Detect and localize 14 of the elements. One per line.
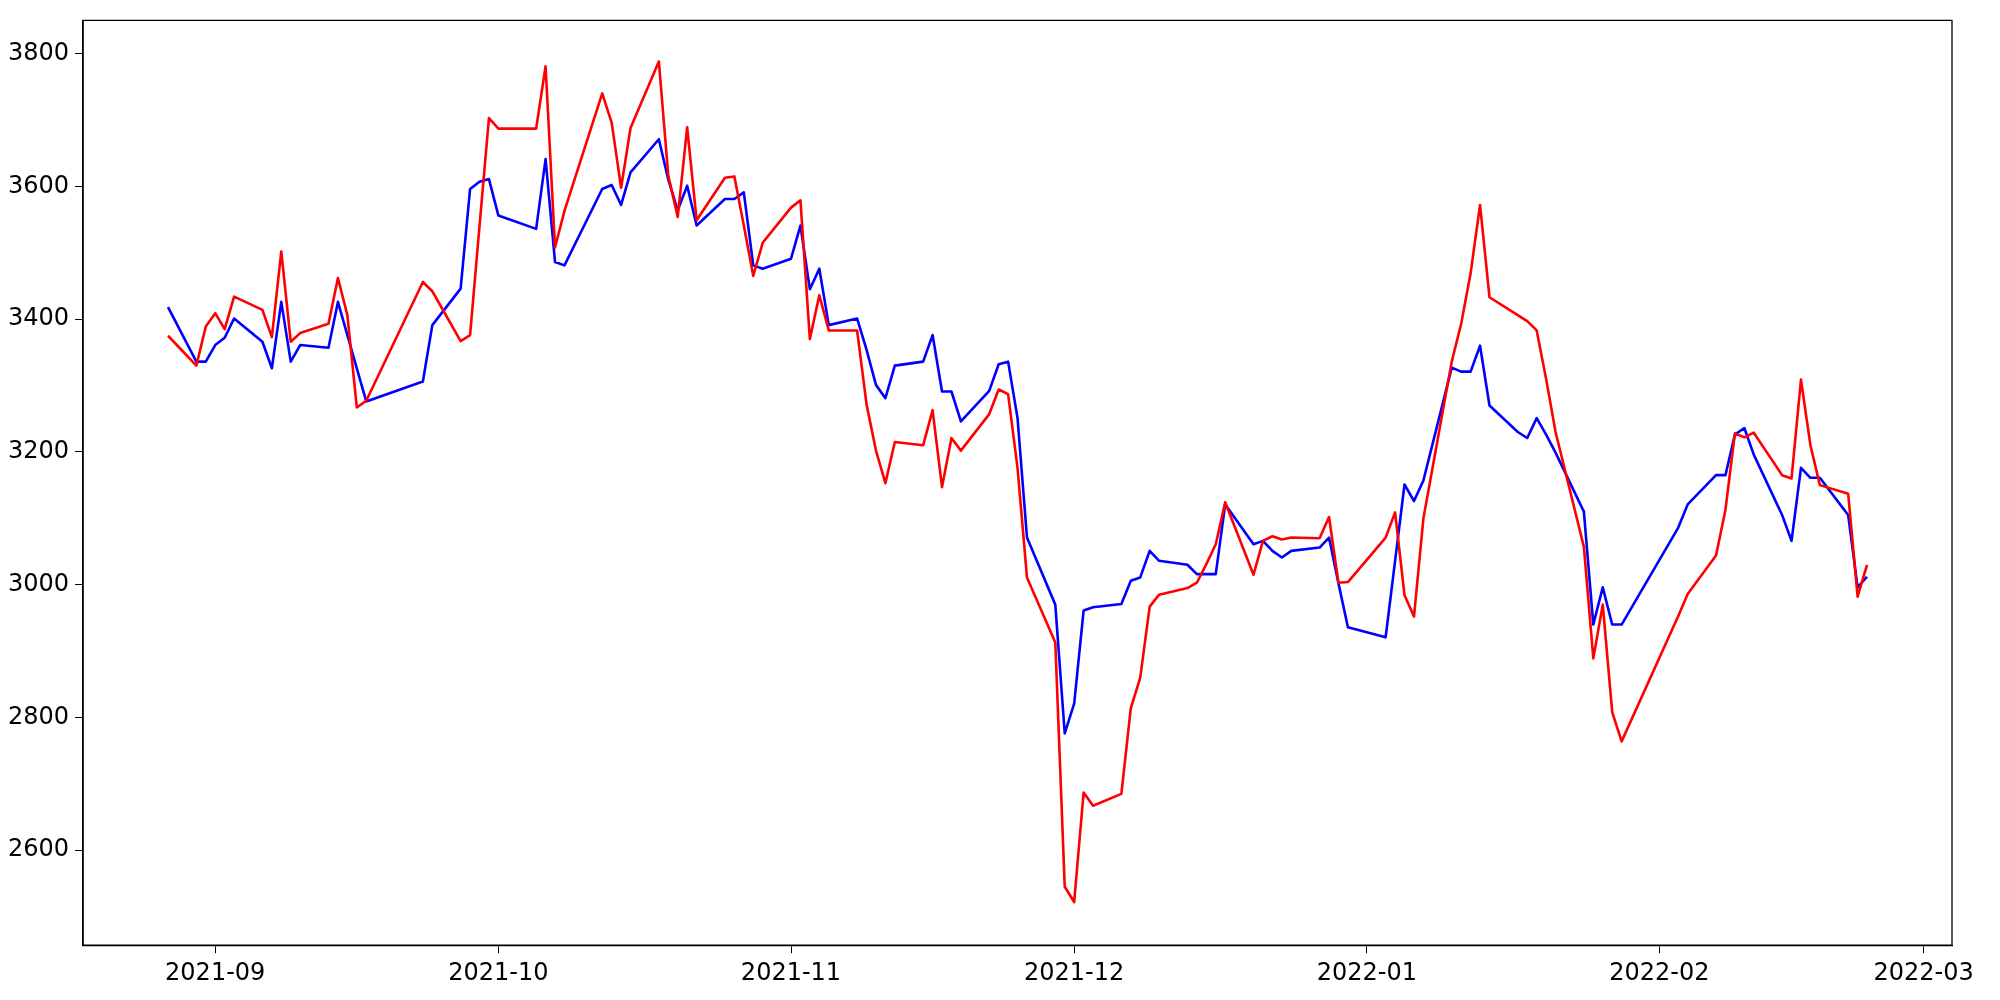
x-tick-label: 2021-12 [1024, 957, 1125, 986]
x-tick-label: 2021-11 [740, 957, 842, 986]
y-tick-label: 3400 [8, 303, 70, 332]
y-tick-label: 3000 [8, 568, 70, 597]
y-tick-label: 2800 [8, 701, 70, 730]
y-tick-label: 3800 [8, 37, 70, 66]
y-tick-label: 2600 [8, 834, 70, 863]
x-tick-label: 2021-10 [448, 957, 549, 986]
y-tick-label: 3200 [8, 436, 70, 465]
x-tick-label: 2022-03 [1873, 957, 1974, 986]
x-tick-label: 2022-01 [1316, 957, 1417, 986]
y-tick-label: 3600 [8, 170, 70, 199]
x-tick-label: 2021-09 [165, 957, 266, 986]
x-tick-label: 2022-02 [1609, 957, 1710, 986]
